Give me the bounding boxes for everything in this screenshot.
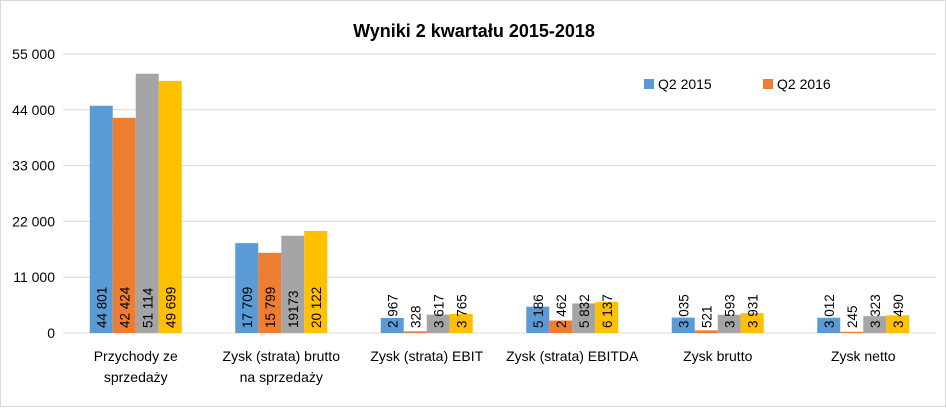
bar [235, 243, 259, 333]
bar [89, 105, 113, 333]
data-label: 2 462 [554, 294, 569, 328]
bar [380, 317, 404, 333]
data-label: 3 765 [454, 294, 469, 328]
legend-swatch [763, 79, 773, 89]
data-label: 3 490 [891, 294, 906, 328]
x-tick-label: Zysk (strata) EBITDA [506, 348, 639, 364]
y-tick-label: 55 000 [12, 46, 55, 62]
bar [886, 315, 910, 333]
bar [840, 331, 864, 333]
bar [403, 331, 427, 333]
y-tick-label: 11 000 [13, 269, 55, 285]
y-tick-label: 33 000 [12, 158, 55, 174]
data-label: 49 699 [163, 287, 178, 328]
data-label: 44 801 [94, 287, 109, 328]
x-tick-label: na sprzedaży [240, 369, 323, 385]
bar [258, 252, 282, 333]
bar [304, 230, 328, 333]
bar [572, 303, 596, 333]
bar [740, 313, 764, 333]
bar [449, 313, 473, 333]
y-tick-label: 0 [47, 325, 55, 341]
data-label: 2 967 [385, 294, 400, 328]
x-tick-label: sprzedaży [104, 369, 168, 385]
data-label: 5 186 [531, 294, 546, 328]
chart-title: Wyniki 2 kwartału 2015-2018 [353, 21, 595, 41]
data-label: 20 122 [309, 287, 324, 328]
bar [426, 314, 450, 333]
data-label: 51 114 [140, 287, 155, 328]
x-tick-label: Zysk netto [831, 348, 896, 364]
data-label: 521 [699, 305, 714, 328]
bar [671, 317, 695, 333]
data-label: 3 593 [722, 294, 737, 328]
data-label: 42 424 [117, 286, 132, 328]
data-label: 3 931 [745, 294, 760, 328]
data-label: 3 617 [431, 294, 446, 328]
bar [595, 301, 619, 333]
data-label: 15 799 [263, 287, 278, 328]
bar [694, 330, 718, 333]
bar [281, 235, 305, 333]
data-label: 19173 [286, 290, 301, 328]
x-tick-label: Zysk brutto [683, 348, 752, 364]
data-label: 3 323 [868, 294, 883, 328]
data-label: 3 035 [676, 294, 691, 328]
y-tick-label: 44 000 [12, 102, 55, 118]
bar [717, 314, 741, 333]
x-tick-label: Zysk (strata) brutto [223, 348, 341, 364]
y-tick-label: 22 000 [12, 213, 55, 229]
bar [526, 306, 550, 333]
data-label: 5 832 [577, 294, 592, 328]
bar [863, 316, 887, 333]
bar [817, 317, 841, 333]
x-tick-label: Przychody ze [94, 348, 178, 364]
bar [158, 80, 182, 333]
bar [135, 73, 159, 333]
data-label: 17 709 [240, 287, 255, 328]
legend-label: Q2 2016 [777, 76, 831, 92]
data-label: 3 012 [822, 294, 837, 328]
bar [549, 320, 573, 333]
data-label: 245 [845, 305, 860, 328]
bar [112, 117, 136, 333]
legend-label: Q2 2015 [658, 76, 712, 92]
legend-swatch [644, 79, 654, 89]
x-tick-label: Zysk (strata) EBIT [370, 348, 483, 364]
data-label: 328 [408, 305, 423, 328]
data-label: 6 137 [600, 294, 615, 328]
